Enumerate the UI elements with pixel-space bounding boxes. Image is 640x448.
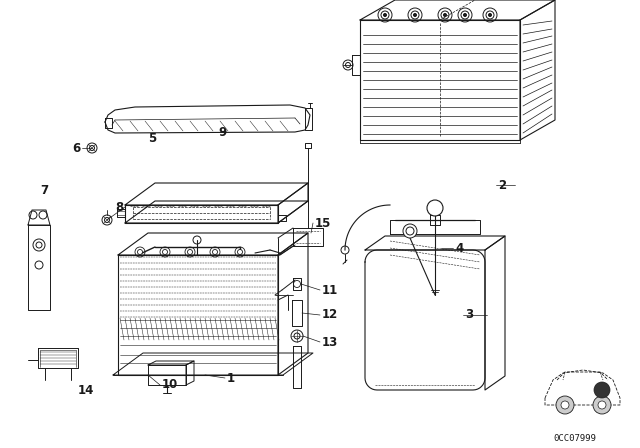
Circle shape — [593, 396, 611, 414]
Polygon shape — [360, 0, 555, 20]
Circle shape — [556, 396, 574, 414]
Text: 7: 7 — [40, 184, 48, 197]
Polygon shape — [390, 220, 480, 234]
Polygon shape — [278, 183, 308, 223]
Polygon shape — [105, 105, 310, 133]
Text: 10: 10 — [162, 379, 179, 392]
Circle shape — [427, 200, 443, 216]
Circle shape — [403, 224, 417, 238]
Text: 8: 8 — [115, 201, 124, 214]
Circle shape — [138, 250, 143, 254]
Circle shape — [188, 250, 193, 254]
Polygon shape — [365, 250, 485, 390]
Polygon shape — [430, 215, 440, 225]
Text: 3: 3 — [465, 309, 473, 322]
Polygon shape — [293, 278, 301, 290]
Text: 14: 14 — [78, 383, 94, 396]
Text: 2: 2 — [498, 178, 506, 191]
Text: 5: 5 — [148, 132, 156, 145]
Text: 15: 15 — [315, 216, 332, 229]
Circle shape — [444, 13, 447, 17]
Circle shape — [383, 13, 387, 17]
Polygon shape — [293, 228, 323, 246]
Polygon shape — [278, 233, 308, 375]
Circle shape — [212, 250, 218, 254]
Polygon shape — [125, 205, 278, 223]
Polygon shape — [125, 201, 308, 223]
Polygon shape — [485, 236, 505, 390]
Polygon shape — [186, 361, 194, 385]
Polygon shape — [365, 236, 505, 250]
Circle shape — [237, 250, 243, 254]
Circle shape — [463, 13, 467, 17]
Circle shape — [594, 382, 610, 398]
Polygon shape — [292, 300, 302, 326]
Polygon shape — [293, 346, 301, 388]
Text: 9: 9 — [218, 125, 227, 138]
Text: 12: 12 — [322, 309, 339, 322]
Text: 0CC07999: 0CC07999 — [554, 434, 596, 443]
Text: 4: 4 — [455, 241, 463, 254]
Polygon shape — [118, 255, 278, 375]
Circle shape — [488, 13, 492, 17]
Polygon shape — [28, 210, 50, 225]
Circle shape — [413, 13, 417, 17]
Polygon shape — [125, 183, 308, 205]
Circle shape — [163, 250, 168, 254]
Polygon shape — [148, 361, 194, 365]
Polygon shape — [148, 365, 186, 385]
Text: 13: 13 — [322, 336, 339, 349]
Polygon shape — [28, 225, 50, 310]
Polygon shape — [118, 233, 308, 255]
Polygon shape — [360, 20, 520, 140]
Circle shape — [598, 401, 606, 409]
Text: 6: 6 — [72, 142, 80, 155]
Polygon shape — [38, 348, 78, 368]
Circle shape — [561, 401, 569, 409]
Text: 1: 1 — [227, 371, 235, 384]
Text: 11: 11 — [322, 284, 339, 297]
Polygon shape — [520, 0, 555, 140]
